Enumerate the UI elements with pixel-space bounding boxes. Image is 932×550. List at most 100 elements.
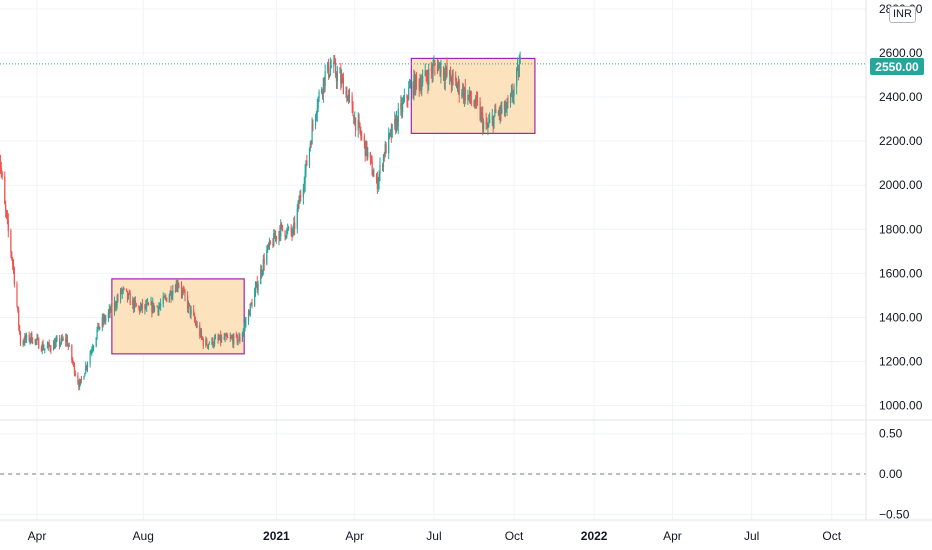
candle-body — [421, 83, 423, 91]
candle-body — [402, 102, 404, 112]
candle-body — [450, 81, 452, 86]
candle-body — [42, 343, 44, 350]
candle-body — [263, 259, 265, 265]
candle-body — [482, 121, 485, 130]
candle-body — [60, 337, 62, 344]
candle-body — [208, 343, 210, 345]
candle-body — [519, 56, 521, 64]
indicator-tick-label: 0.50 — [879, 427, 903, 441]
candle-body — [239, 336, 241, 342]
candle-body — [503, 101, 506, 109]
candle-body — [92, 348, 94, 351]
candle-body — [61, 337, 63, 341]
candle-body — [317, 97, 319, 108]
candle-body — [160, 303, 162, 307]
candle-body — [233, 334, 235, 345]
candle-body — [414, 75, 416, 94]
candle-body — [212, 338, 214, 346]
candle-body — [507, 101, 509, 104]
candle-body — [516, 65, 519, 70]
candle-body — [158, 306, 160, 312]
candle-body — [257, 284, 259, 291]
candle-body — [95, 337, 97, 347]
x-tick-label: Jul — [426, 529, 441, 543]
candle-body — [74, 373, 76, 376]
candle-body — [476, 99, 479, 102]
candle-body — [139, 306, 142, 312]
candle-body — [16, 283, 18, 307]
candle-body — [418, 80, 420, 89]
x-tick-label: 2021 — [263, 529, 290, 543]
candle-body — [44, 348, 46, 350]
candle-body — [186, 296, 189, 309]
candle-body — [443, 77, 445, 81]
candle-body — [166, 297, 168, 302]
candle-body — [361, 136, 363, 138]
candle-body — [127, 293, 130, 299]
candle-body — [96, 329, 98, 338]
y-tick-label: 1000.00 — [879, 399, 923, 413]
candle-body — [196, 325, 198, 327]
candle-body — [316, 107, 318, 114]
candle-body — [475, 96, 477, 107]
candle-body — [72, 359, 74, 363]
candle-body — [200, 331, 202, 337]
candle-body — [72, 362, 75, 364]
candle-body — [390, 130, 392, 137]
candle-body — [498, 112, 500, 116]
candle-body — [334, 62, 337, 76]
candle-body — [342, 78, 345, 95]
candle-body — [468, 94, 470, 97]
candle-body — [358, 120, 360, 123]
candle-body — [273, 233, 275, 246]
candle-body — [175, 282, 177, 292]
candle-body — [48, 342, 50, 346]
candle-body — [31, 333, 33, 343]
candle-body — [340, 72, 342, 84]
candle-body — [71, 345, 73, 360]
candle-body — [482, 113, 484, 130]
candle-body — [245, 321, 247, 323]
candle-body — [309, 143, 311, 149]
candle-body — [66, 338, 69, 346]
candle-body — [86, 363, 89, 368]
currency-label[interactable]: INR — [889, 6, 916, 23]
candle-body — [163, 296, 165, 298]
candle-body — [469, 90, 472, 100]
candle-body — [452, 73, 454, 76]
candle-body — [4, 176, 6, 205]
candle-body — [348, 94, 350, 97]
candle-body — [147, 302, 150, 306]
candle-body — [341, 77, 344, 79]
candle-body — [449, 71, 452, 82]
candle-body — [120, 289, 123, 294]
candle-body — [178, 285, 180, 287]
candle-body — [440, 66, 442, 76]
candle-body — [432, 64, 434, 74]
candle-body — [5, 210, 8, 216]
candle-body — [144, 304, 146, 310]
candle-body — [436, 66, 439, 71]
candle-body — [267, 245, 270, 247]
candle-body — [244, 322, 246, 327]
candle-body — [133, 299, 135, 309]
candle-body — [280, 224, 282, 237]
candle-body — [25, 336, 27, 340]
candle-body — [321, 90, 323, 93]
candle-body — [328, 62, 330, 77]
candle-body — [365, 141, 367, 156]
candle-body — [487, 125, 489, 128]
candle-body — [269, 240, 271, 244]
candle-body — [408, 88, 410, 100]
candle-body — [10, 230, 12, 253]
candle-body — [157, 306, 159, 312]
candle-body — [322, 77, 324, 94]
candle-body — [18, 310, 20, 326]
candle-body — [79, 382, 81, 387]
candle-body — [506, 101, 508, 109]
candle-body — [115, 306, 117, 308]
candle-body — [509, 94, 512, 104]
candle-body — [247, 311, 250, 322]
candle-body — [7, 219, 9, 231]
